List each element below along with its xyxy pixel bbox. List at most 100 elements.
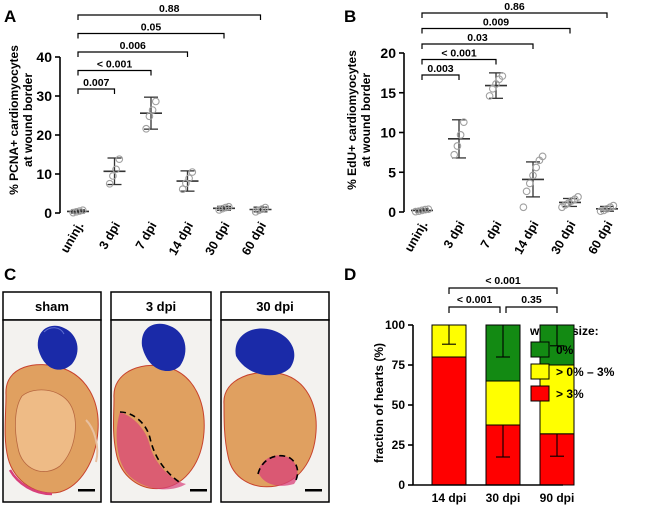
chart-d-legend-label: 0% <box>556 343 574 357</box>
chart-d-p-value: < 0.001 <box>457 294 492 306</box>
chart-b-p-value: < 0.001 <box>441 48 476 60</box>
chart-d-y-tick-label: 100 <box>385 318 405 332</box>
chart-a-x-tick-label: uninj. <box>58 220 87 256</box>
panel-label-b: B <box>344 7 356 26</box>
chart-a-significance-bracket <box>77 51 189 57</box>
chart-b-data-point <box>485 92 494 100</box>
chart-a-data-point <box>148 106 157 114</box>
chart-a-y-tick-label: 30 <box>36 88 52 104</box>
chart-d-legend-swatch <box>530 385 550 402</box>
chart-b-x-tick-label: 60 dpi <box>585 219 615 257</box>
panel-label-c: C <box>4 265 16 284</box>
chart-a-x-tick-label: 60 dpi <box>239 220 269 258</box>
chart-b: % EdU+ cardiomyocytes at wound border 0 5… <box>345 1 618 257</box>
chart-b-y-tick-label: 0 <box>388 204 396 220</box>
chart-b-data-point <box>538 152 547 161</box>
chart-d-y-tick-label: 75 <box>392 358 406 372</box>
chart-d-legend-label: > 0% – 3% <box>556 365 615 379</box>
chart-a-p-value: 0.05 <box>141 22 162 34</box>
chart-d-y-tick-label: 0 <box>398 478 405 492</box>
dpi30-label: 30 dpi <box>256 299 294 314</box>
chart-a-data-point <box>188 168 197 176</box>
chart-b-data-point <box>498 72 507 80</box>
chart-b-significance-bracket <box>421 27 571 34</box>
chart-a-data-point <box>109 172 117 180</box>
sham-label: sham <box>35 299 69 314</box>
chart-a-y-tick-label: 20 <box>36 127 52 143</box>
chart-b-y-tick-label: 5 <box>388 164 396 180</box>
chart-d-significance-bracket <box>505 306 558 313</box>
chart-b-ylabel-line1: % EdU+ cardiomyocytes <box>345 50 359 190</box>
chart-d-legend-swatch <box>530 341 550 358</box>
chart-a-data-point <box>178 185 187 194</box>
chart-a-y-tick-label: 40 <box>36 49 52 65</box>
chart-a-x-tick-label: 14 dpi <box>166 220 196 258</box>
chart-b-x-tick-label: uninj. <box>402 219 431 255</box>
chart-a-data-point <box>142 124 151 133</box>
chart-d-legend-swatch <box>530 363 550 380</box>
chart-b-significance-bracket <box>421 12 608 18</box>
chart-b-data-point <box>609 201 618 210</box>
chart-a-y-tick-label: 10 <box>36 166 52 182</box>
chart-d: fraction of hearts (%) wound size: 02550… <box>372 275 615 505</box>
chart-a-significance-bracket <box>77 69 152 76</box>
chart-d-bar-segment <box>431 356 467 486</box>
chart-a-x-tick-label: 7 dpi <box>133 220 160 252</box>
chart-b-y-tick-label: 15 <box>380 85 396 101</box>
chart-d-x-tick-label: 14 dpi <box>432 491 467 505</box>
chart-d-x-tick-label: 90 dpi <box>540 491 575 505</box>
chart-b-p-value: 0.003 <box>427 63 453 75</box>
chart-b-significance-bracket <box>421 43 534 49</box>
chart-d-y-tick-label: 50 <box>392 398 406 412</box>
chart-a-p-value: 0.007 <box>83 77 109 89</box>
chart-d-x-tick-label: 30 dpi <box>486 491 521 505</box>
histology-panel: sham 3 dpi 30 dpi <box>2 291 330 503</box>
chart-d-significance-bracket <box>448 306 501 313</box>
chart-b-p-value: 0.86 <box>504 1 525 13</box>
chart-a-data-point <box>78 206 87 215</box>
chart-b-significance-bracket <box>421 74 460 80</box>
chart-b-data-point <box>421 205 430 214</box>
chart-d-p-value: 0.35 <box>521 294 542 306</box>
chart-b-p-value: 0.03 <box>467 32 488 44</box>
dpi3-label: 3 dpi <box>146 299 176 314</box>
chart-b-data-point <box>453 142 462 150</box>
chart-a-data-point <box>224 202 233 211</box>
chart-a-significance-bracket <box>77 14 262 20</box>
chart-b-data-point <box>574 193 582 201</box>
dpi30-heart-section <box>223 328 322 492</box>
chart-d-significance-bracket <box>448 287 558 294</box>
chart-b-data-point <box>424 205 433 214</box>
chart-b-data-point <box>596 207 605 216</box>
chart-a-data-point <box>75 207 84 215</box>
chart-a-data-point <box>145 112 154 121</box>
chart-b-p-value: 0.009 <box>483 17 509 29</box>
chart-a-y-tick-label: 0 <box>44 205 52 221</box>
chart-a: % PCNA+ cardiomyocytes at wound border 0… <box>7 3 272 258</box>
chart-a-x-tick-label: 30 dpi <box>202 220 232 258</box>
chart-b-data-point <box>532 163 541 172</box>
panel-label-a: A <box>4 7 16 26</box>
dpi3-heart-section <box>113 323 207 492</box>
dpi3-label-box <box>110 291 212 321</box>
chart-a-data-point <box>105 179 114 188</box>
chart-b-ylabel-line2: at wound border <box>359 73 373 167</box>
chart-a-p-value: 0.88 <box>159 3 180 15</box>
chart-a-ylabel-line1: % PCNA+ cardiomyocytes <box>7 45 21 195</box>
chart-a-data-point <box>261 203 270 212</box>
chart-b-x-tick-label: 14 dpi <box>511 219 541 257</box>
chart-b-data-point <box>522 187 531 196</box>
chart-d-legend-label: > 3% <box>556 387 584 401</box>
chart-b-significance-bracket <box>421 58 497 65</box>
chart-b-data-point <box>456 131 465 139</box>
chart-b-x-tick-label: 30 dpi <box>548 219 578 257</box>
chart-b-data-point <box>525 179 534 188</box>
chart-a-data-point <box>151 97 160 106</box>
chart-b-x-tick-label: 3 dpi <box>441 219 468 251</box>
chart-b-data-point <box>450 150 459 159</box>
chart-a-data-point <box>185 174 193 183</box>
chart-a-ylabel-line2: at wound border <box>21 73 35 167</box>
chart-b-data-point <box>529 171 537 180</box>
chart-a-data-point <box>112 165 120 174</box>
chart-a-significance-bracket <box>77 88 116 94</box>
